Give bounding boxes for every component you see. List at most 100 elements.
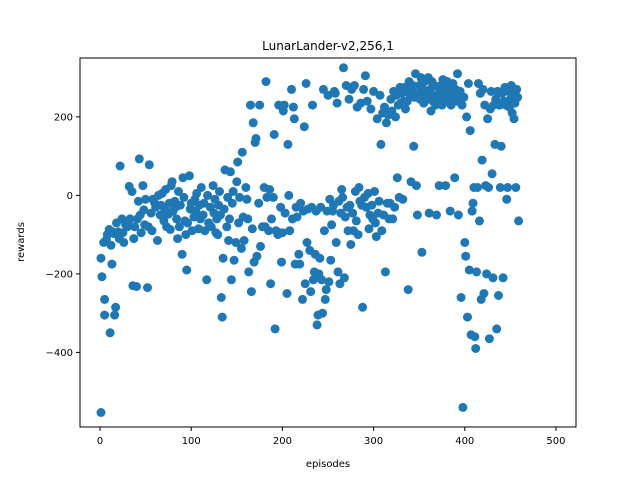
data-point [502,194,512,204]
data-point [183,218,193,228]
data-points [96,63,524,417]
data-point [115,161,125,171]
data-point [177,249,187,259]
data-point [255,100,265,110]
data-point [348,208,358,218]
data-point [398,194,408,204]
data-point [196,183,206,192]
data-point [182,265,192,275]
data-point [262,192,272,202]
data-point [267,214,276,224]
data-point [256,241,265,251]
data-point [144,160,154,170]
x-axis-title: episodes [306,459,350,470]
data-point [130,222,140,232]
x-tick-label: 100 [182,436,201,447]
data-point [371,232,381,242]
data-point [462,112,472,122]
data-point [282,289,292,298]
data-point [308,100,317,110]
data-point [279,100,289,110]
data-point [251,134,261,143]
data-point [268,192,278,202]
data-point [184,171,194,181]
data-point [233,157,243,167]
data-point [340,212,350,222]
data-point [326,255,336,265]
x-tick-label: 300 [364,436,383,447]
data-point [287,84,296,94]
data-point [298,294,307,304]
data-point [232,177,242,187]
data-point [111,302,121,312]
data-point [359,84,369,94]
data-point [265,185,275,194]
data-point [199,198,209,208]
data-point [172,214,182,224]
data-point [302,238,312,247]
x-tick-label: 200 [273,436,292,447]
data-point [225,214,234,224]
data-point [460,238,470,247]
data-point [219,204,229,214]
data-point [472,267,482,277]
data-point [477,155,487,165]
data-point [461,251,471,261]
data-point [333,267,343,277]
data-point [367,200,377,210]
y-tick-label: 0 [67,191,73,202]
data-point [390,202,400,212]
data-point [173,234,183,244]
data-point [344,94,354,104]
data-point [136,228,146,238]
data-point [306,287,316,297]
data-point [318,308,327,318]
data-point [139,205,149,215]
data-point [346,240,356,249]
data-point [289,114,299,124]
data-point [264,226,274,236]
data-point [478,84,488,94]
data-point [132,282,141,291]
data-point [252,251,262,261]
data-point [167,177,177,187]
data-point [411,181,421,191]
data-point [417,247,427,257]
data-point [217,312,227,322]
data-point [261,77,271,87]
data-point [487,169,497,179]
data-point [509,114,519,124]
data-point [441,181,451,191]
data-point [141,194,151,204]
data-point [97,272,107,282]
data-point [247,224,257,234]
data-point [514,216,524,226]
data-point [147,226,157,236]
data-point [492,324,502,334]
data-point [465,126,475,136]
data-point [179,192,189,202]
data-point [473,183,482,192]
data-point [358,302,368,312]
data-point [364,224,374,234]
data-point [106,240,116,250]
data-point [403,285,413,295]
data-point [375,90,385,100]
data-point [483,114,493,124]
data-point [457,100,467,110]
data-point [129,234,139,244]
data-point [269,130,279,139]
data-point [353,230,363,240]
data-point [339,273,349,283]
data-point [498,273,508,283]
data-point [283,139,293,149]
data-point [284,190,294,200]
data-point [370,218,380,228]
data-point [235,192,245,202]
data-point [299,122,309,132]
data-point [479,289,489,298]
data-point [330,88,340,98]
data-point [294,249,304,259]
